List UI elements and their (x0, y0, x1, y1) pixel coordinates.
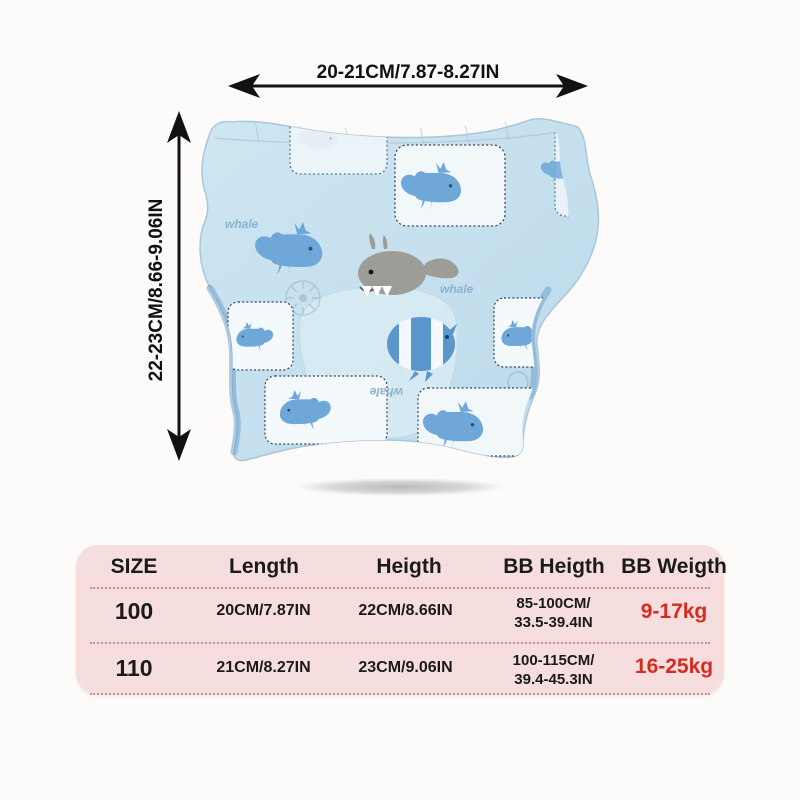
svg-text:whale: whale (369, 385, 403, 399)
svg-text:whale: whale (225, 217, 259, 231)
svg-text:whale: whale (440, 282, 474, 296)
svg-text:22-23CM/8.66-9.06IN: 22-23CM/8.66-9.06IN (146, 199, 167, 382)
svg-text:20-21CM/7.87-8.27IN: 20-21CM/7.87-8.27IN (317, 62, 500, 83)
